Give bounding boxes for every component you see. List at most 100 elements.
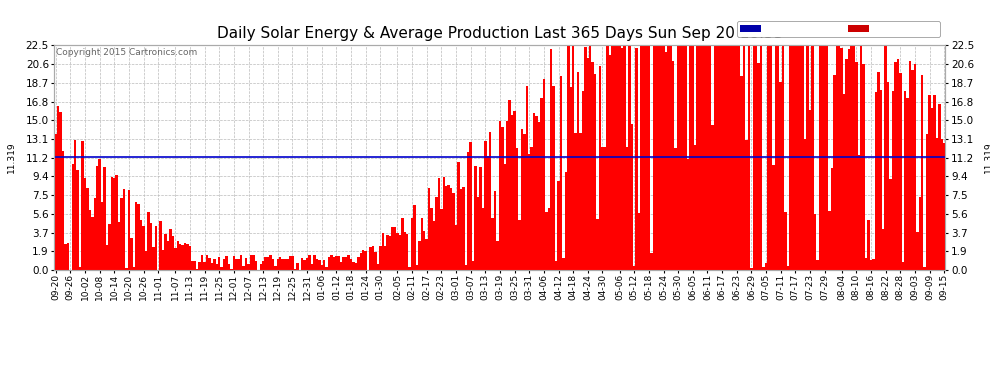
Bar	[121, 198, 123, 270]
Bar	[821, 45, 824, 270]
Bar	[359, 253, 362, 270]
Bar	[166, 241, 169, 270]
Bar	[614, 45, 616, 270]
Bar	[126, 268, 128, 270]
Bar	[345, 257, 347, 270]
Bar	[824, 45, 826, 270]
Bar	[409, 267, 411, 270]
Bar	[56, 106, 59, 270]
Bar	[655, 45, 657, 270]
Bar	[281, 259, 284, 270]
Bar	[191, 261, 194, 270]
Bar	[652, 45, 655, 270]
Bar	[201, 255, 203, 270]
Text: 11.319: 11.319	[7, 141, 16, 172]
Bar	[836, 45, 839, 270]
Bar	[376, 264, 379, 270]
Bar	[494, 190, 496, 270]
Bar	[633, 266, 636, 270]
Bar	[777, 45, 779, 270]
Bar	[469, 142, 472, 270]
Bar	[619, 45, 621, 270]
Bar	[814, 214, 816, 270]
Bar	[267, 258, 269, 270]
Bar	[418, 241, 421, 270]
Bar	[719, 45, 721, 270]
Bar	[839, 45, 841, 270]
Bar	[599, 66, 601, 270]
Bar	[631, 124, 633, 270]
Bar	[940, 139, 943, 270]
Bar	[882, 230, 884, 270]
Text: Copyright 2015 Cartronics.com: Copyright 2015 Cartronics.com	[56, 48, 197, 57]
Bar	[857, 154, 860, 270]
Bar	[596, 219, 599, 270]
Bar	[428, 188, 431, 270]
Bar	[554, 261, 557, 270]
Bar	[331, 255, 333, 270]
Bar	[511, 114, 514, 270]
Bar	[184, 243, 186, 270]
Bar	[760, 45, 762, 270]
Bar	[313, 255, 316, 270]
Bar	[269, 255, 271, 270]
Bar	[745, 140, 747, 270]
Bar	[186, 244, 189, 270]
Bar	[369, 247, 372, 270]
Bar	[772, 165, 774, 270]
Bar	[467, 152, 469, 270]
Bar	[459, 189, 462, 270]
Bar	[594, 74, 596, 270]
Bar	[752, 45, 755, 270]
Bar	[564, 172, 567, 270]
Bar	[894, 62, 897, 270]
Bar	[506, 122, 509, 270]
Bar	[374, 252, 376, 270]
Bar	[889, 179, 892, 270]
Bar	[860, 45, 862, 270]
Bar	[667, 45, 669, 270]
Bar	[96, 166, 98, 270]
Bar	[86, 188, 89, 270]
Bar	[91, 217, 93, 270]
Bar	[924, 267, 926, 270]
Bar	[802, 45, 804, 270]
Bar	[457, 162, 459, 270]
Bar	[396, 233, 399, 270]
Bar	[704, 45, 706, 270]
Text: 11.319: 11.319	[984, 141, 990, 172]
Bar	[829, 211, 831, 270]
Bar	[741, 76, 742, 270]
Bar	[557, 181, 559, 270]
Bar	[323, 260, 326, 270]
Bar	[645, 45, 647, 270]
Bar	[574, 133, 577, 270]
Bar	[159, 221, 161, 270]
Bar	[847, 49, 850, 270]
Bar	[767, 45, 769, 270]
Bar	[907, 98, 909, 270]
Bar	[755, 45, 757, 270]
Bar	[296, 263, 299, 270]
Bar	[545, 211, 547, 270]
Bar	[138, 204, 140, 270]
Bar	[914, 64, 916, 270]
Bar	[194, 261, 196, 270]
Bar	[731, 45, 733, 270]
Bar	[636, 48, 638, 270]
Bar	[391, 227, 394, 270]
Bar	[638, 213, 641, 270]
Bar	[662, 45, 664, 270]
Bar	[587, 58, 589, 270]
Bar	[531, 147, 533, 270]
Bar	[128, 190, 130, 270]
Bar	[892, 91, 894, 270]
Bar	[709, 45, 711, 270]
Bar	[521, 129, 523, 270]
Bar	[543, 79, 545, 270]
Bar	[347, 255, 349, 270]
Bar	[208, 258, 211, 270]
Bar	[934, 95, 936, 270]
Bar	[696, 45, 699, 270]
Bar	[624, 45, 626, 270]
